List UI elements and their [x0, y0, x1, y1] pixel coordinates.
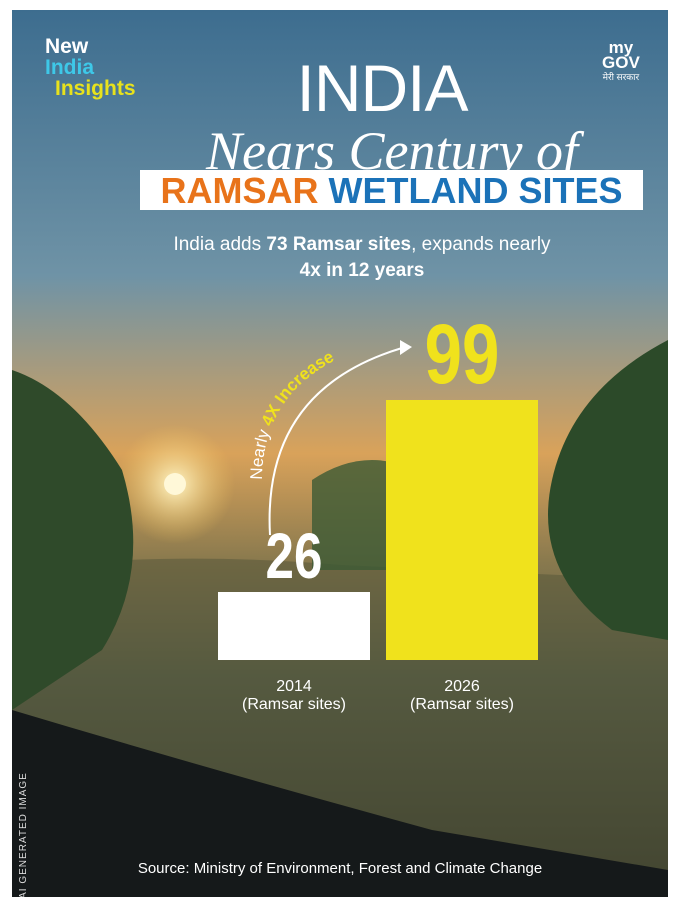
source: Source: Ministry of Environment, Forest …: [12, 860, 668, 877]
value-label: 99: [401, 312, 523, 396]
x-tick-unit: (Ramsar sites): [218, 696, 370, 714]
x-tick-unit: (Ramsar sites): [386, 696, 538, 714]
value-label: 26: [233, 524, 355, 588]
x-tick-label: 2026: [386, 678, 538, 696]
infographic: Nearly 4X Increase New India Insights my…: [12, 10, 668, 897]
bar: [218, 592, 370, 660]
x-tick-label: 2014: [218, 678, 370, 696]
bar: [386, 400, 538, 660]
ai-badge: AI GENERATED IMAGE: [18, 772, 29, 897]
page: Nearly 4X Increase New India Insights my…: [0, 0, 679, 907]
